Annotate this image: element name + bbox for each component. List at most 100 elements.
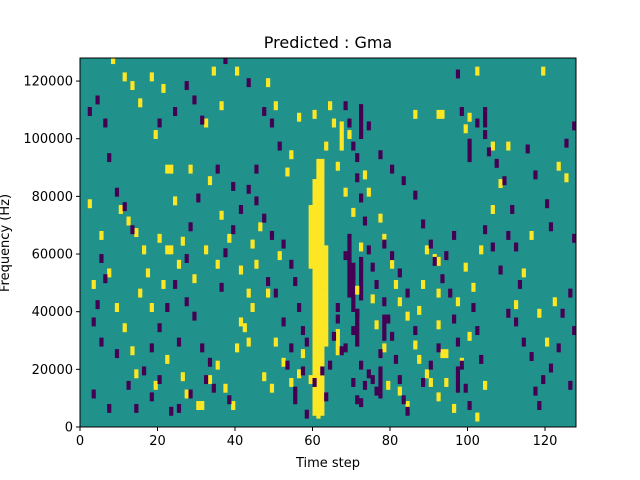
heatmap-cell <box>134 233 139 238</box>
heatmap-cell <box>316 357 321 361</box>
heatmap-cell <box>359 242 364 246</box>
heatmap-cell <box>114 190 120 194</box>
heatmap-cell <box>459 366 464 370</box>
heatmap-cell <box>107 406 112 410</box>
heatmap-cell <box>320 230 325 235</box>
heatmap-cell <box>320 346 325 350</box>
heatmap-cell <box>347 271 352 275</box>
heatmap-cell <box>529 230 534 235</box>
heatmap-cell <box>262 216 267 220</box>
heatmap-cell <box>324 288 329 292</box>
heatmap-cell <box>149 305 154 310</box>
heatmap-cell <box>366 372 371 376</box>
heatmap-cell <box>107 153 112 157</box>
heatmap-cell <box>506 230 511 235</box>
heatmap-cell <box>320 392 325 396</box>
heatmap-cell <box>107 268 112 272</box>
heatmap-cell <box>475 412 480 416</box>
heatmap-cell <box>103 124 108 128</box>
heatmap-cell <box>223 58 228 62</box>
heatmap-cell <box>517 285 523 289</box>
heatmap-cell <box>176 262 182 266</box>
heatmap-cell <box>339 352 344 356</box>
heatmap-cell <box>188 164 193 168</box>
heatmap-cell <box>378 213 383 217</box>
heatmap-cell <box>339 127 344 131</box>
heatmap-cell <box>312 179 317 183</box>
heatmap-cell <box>347 274 352 278</box>
y-axis: 0 20000 40000 60000 80000 100000 120000 <box>23 75 80 436</box>
heatmap-cell <box>475 72 480 76</box>
heatmap-cell <box>324 291 329 295</box>
heatmap-cell <box>192 98 197 102</box>
heatmap-cell <box>471 285 476 289</box>
heatmap-cell <box>490 242 495 246</box>
heatmap-cell <box>103 277 108 281</box>
heatmap-cell <box>339 121 344 125</box>
heatmap-cell <box>219 210 224 214</box>
heatmap-cell <box>316 372 321 376</box>
heatmap-cell <box>347 254 352 258</box>
heatmap-cell <box>324 305 329 310</box>
heatmap-cell <box>246 190 251 194</box>
heatmap-cell <box>277 254 282 258</box>
heatmap-cell <box>397 274 402 278</box>
heatmap-cell <box>200 121 205 125</box>
heatmap-cell <box>320 216 325 220</box>
heatmap-cell <box>374 279 379 284</box>
heatmap-cell <box>169 245 174 249</box>
heatmap-cell <box>374 323 379 327</box>
heatmap-cell <box>556 346 561 350</box>
heatmap-cell <box>153 132 158 137</box>
heatmap-cell <box>165 303 170 307</box>
heatmap-cell <box>126 216 131 220</box>
heatmap-cell <box>320 190 325 194</box>
heatmap-cell <box>428 245 433 249</box>
heatmap-cell <box>238 210 244 214</box>
heatmap-cell <box>312 222 317 226</box>
heatmap-cell <box>339 147 344 151</box>
heatmap-cell <box>572 124 577 128</box>
heatmap-cell <box>390 337 395 341</box>
heatmap-cell <box>424 372 430 376</box>
heatmap-cell <box>545 343 550 347</box>
heatmap-cell <box>289 349 294 353</box>
heatmap-cell <box>347 262 352 266</box>
heatmap-cell <box>479 357 484 361</box>
heatmap-cell <box>204 380 209 385</box>
y-tick-label: 120000 <box>23 75 73 90</box>
heatmap-cell <box>316 343 321 347</box>
heatmap-cell <box>165 305 170 310</box>
heatmap-cell <box>483 130 488 134</box>
heatmap-cell <box>351 279 356 284</box>
heatmap-cell <box>459 360 464 364</box>
heatmap-cell <box>204 118 209 122</box>
heatmap-cell <box>180 377 185 382</box>
heatmap-cell <box>432 254 437 258</box>
heatmap-cell <box>320 187 325 191</box>
heatmap-cell <box>378 352 383 356</box>
heatmap-cell <box>552 300 557 304</box>
heatmap-cell <box>390 262 395 266</box>
heatmap-cell <box>359 363 364 367</box>
heatmap-cell <box>308 222 313 226</box>
heatmap-cell <box>537 401 542 405</box>
y-tick-label: 40000 <box>32 305 73 320</box>
heatmap-cell <box>304 412 309 416</box>
heatmap-cell <box>490 248 495 252</box>
heatmap-cell <box>204 245 209 249</box>
heatmap-cell <box>211 386 216 390</box>
heatmap-cell <box>444 377 449 382</box>
heatmap-cell <box>351 282 356 287</box>
heatmap-cell <box>316 291 321 295</box>
heatmap-cell <box>452 317 457 321</box>
heatmap-cell <box>529 357 534 361</box>
heatmap-cell <box>277 144 282 148</box>
heatmap-cell <box>355 314 360 318</box>
heatmap-cell <box>320 205 325 209</box>
heatmap-cell <box>390 251 395 255</box>
heatmap-cell <box>297 375 302 379</box>
heatmap-cell <box>134 372 139 376</box>
heatmap-cell <box>556 343 561 347</box>
heatmap-cell <box>440 277 445 281</box>
